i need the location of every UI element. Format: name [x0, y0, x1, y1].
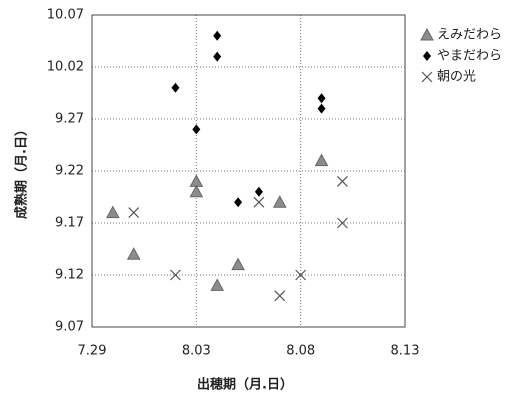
marker-diamond [254, 186, 263, 197]
marker-diamond [317, 93, 326, 104]
marker-triangle [189, 174, 204, 187]
marker-x [128, 207, 140, 219]
marker-triangle [314, 153, 329, 167]
marker-x [253, 196, 265, 208]
legend-label: えみだわら [437, 28, 502, 43]
marker-diamond [192, 124, 201, 135]
y-tick-label: 9.22 [55, 164, 84, 179]
legend-label: やまだわら [437, 49, 502, 64]
marker-x [170, 269, 181, 281]
y-tick-label: 9.17 [55, 216, 84, 231]
y-tick-label: 10.02 [47, 60, 84, 75]
marker-x [336, 217, 348, 229]
marker-x [274, 290, 286, 302]
marker-x [295, 269, 307, 281]
legend-marker [421, 71, 433, 83]
marker-diamond [213, 30, 222, 41]
marker-triangle [210, 278, 225, 291]
legend-marker [420, 27, 434, 41]
legend-label: 朝の光 [437, 70, 476, 85]
legend-marker [423, 51, 431, 61]
marker-triangle [106, 205, 120, 219]
marker-diamond [317, 103, 326, 114]
x-axis-title: 出穂期（月.日） [197, 377, 293, 393]
x-tick-label: 8.13 [391, 344, 420, 359]
plot-area [91, 14, 406, 328]
y-tick-label: 9.12 [55, 268, 84, 283]
marker-diamond [234, 197, 243, 208]
marker-triangle [272, 195, 287, 208]
y-tick-label: 9.07 [55, 320, 84, 335]
marker-triangle [189, 184, 204, 198]
marker-diamond [171, 82, 180, 93]
marker-triangle [231, 257, 245, 271]
x-tick-label: 8.08 [286, 344, 315, 359]
marker-triangle [126, 247, 141, 260]
y-tick-label: 10.07 [47, 8, 84, 23]
y-tick-label: 9.27 [55, 112, 84, 127]
x-tick-label: 7.29 [78, 344, 107, 359]
marker-diamond [213, 51, 222, 62]
y-axis-title: 成熟期（月.日） [14, 123, 30, 219]
marker-x [336, 175, 348, 187]
x-tick-label: 8.03 [182, 344, 211, 359]
